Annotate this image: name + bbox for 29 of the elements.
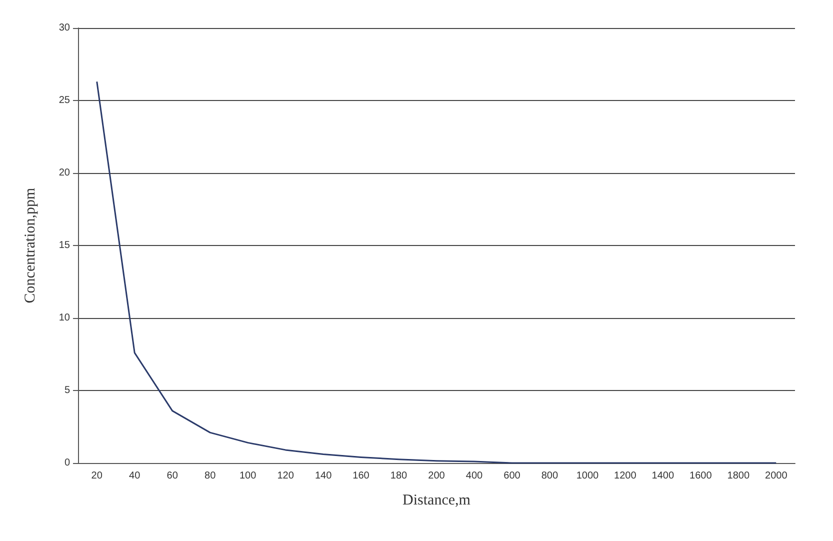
x-axis-title: Distance,m [402,492,471,508]
y-tick-label: 15 [58,240,70,251]
x-tick-label: 160 [352,470,370,482]
x-tick-label: 60 [166,470,178,482]
y-tick-label: 0 [64,458,70,468]
x-tick-label: 100 [239,470,257,482]
y-axis-title: Concentration,ppm [22,187,38,304]
x-tick-label: 120 [277,470,294,482]
x-tick-label: 80 [204,470,216,482]
x-tick-label: 1000 [576,470,600,482]
x-tick-label: 40 [129,470,141,482]
x-tick-label: 200 [428,470,446,482]
x-tick-label: 1200 [614,470,637,482]
y-tick-label: 10 [58,312,70,324]
x-tick-label: 140 [314,470,332,482]
y-tick-label: 25 [58,95,70,106]
x-tick-label: 2000 [765,470,788,482]
y-tick-label: 30 [58,22,70,34]
x-tick-label: 1600 [690,470,712,482]
y-tick-label: 5 [64,385,70,396]
x-tick-label: 600 [504,470,521,482]
x-tick-label: 400 [466,470,484,482]
x-tick-label: 180 [390,470,408,482]
x-tick-label: 800 [541,470,558,482]
x-tick-label: 20 [91,470,103,482]
y-tick-label: 20 [58,168,70,178]
line-series [96,80,777,464]
x-tick-label: 1400 [652,470,674,482]
x-tick-label: 1800 [727,470,750,482]
